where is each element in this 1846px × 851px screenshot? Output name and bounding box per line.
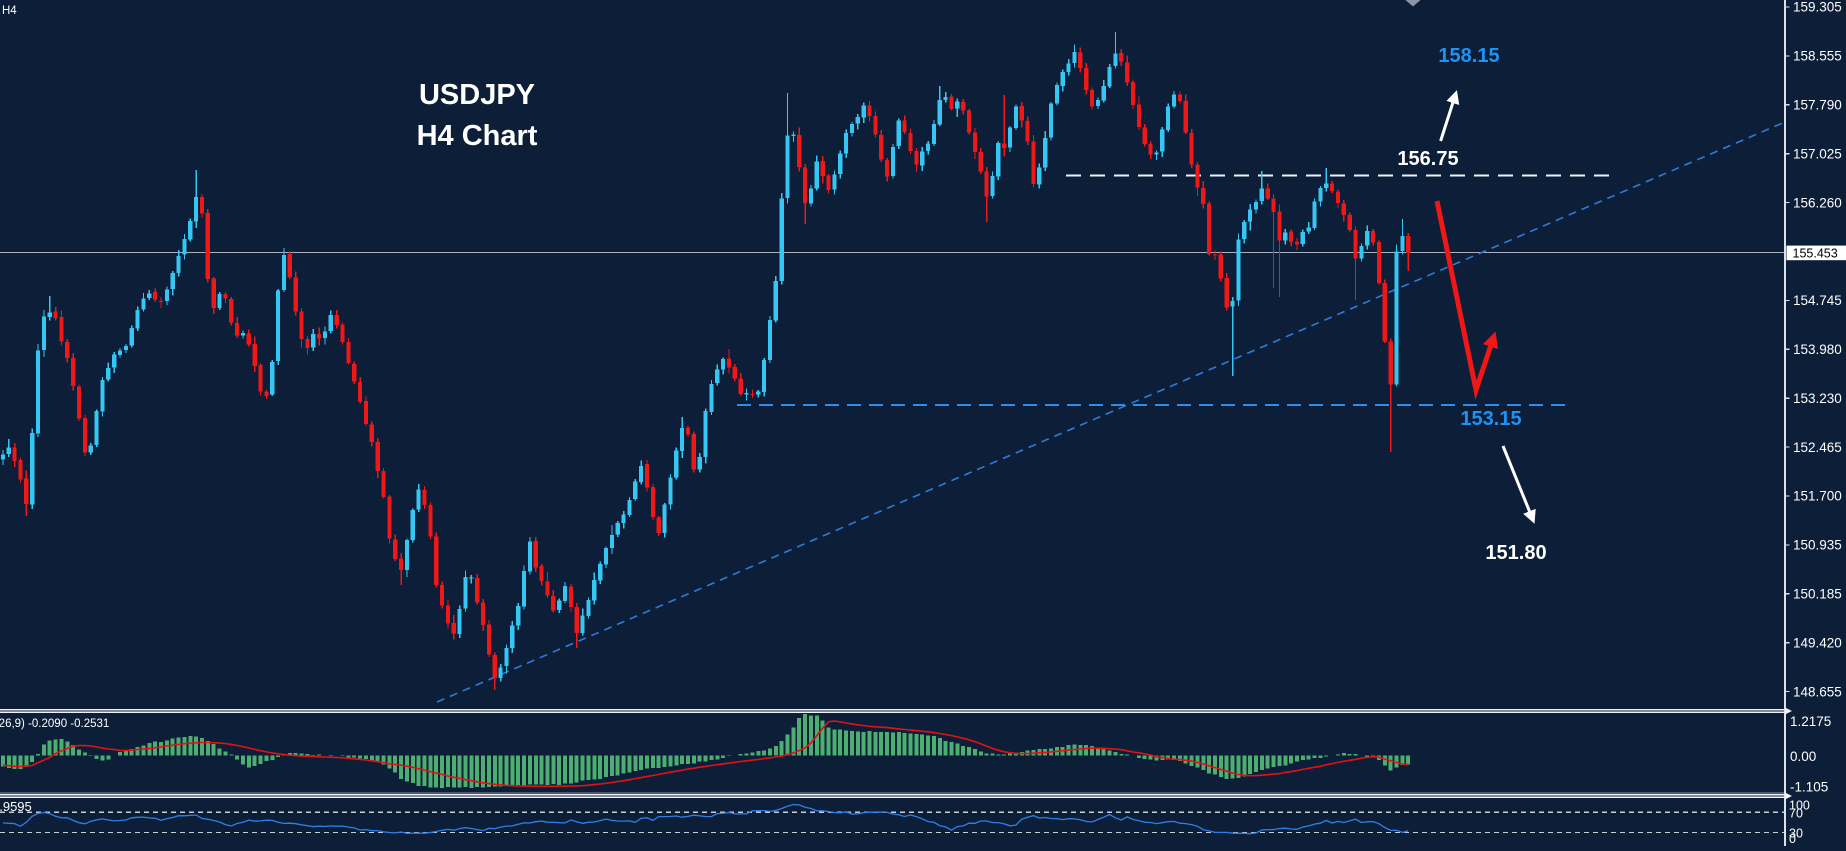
svg-text:148.655: 148.655 [1793, 684, 1842, 699]
svg-text:70: 70 [1789, 807, 1803, 821]
svg-text:149.420: 149.420 [1793, 635, 1842, 650]
svg-text:-1.105: -1.105 [1790, 779, 1828, 794]
svg-text:153.980: 153.980 [1793, 342, 1842, 357]
svg-text:156.260: 156.260 [1793, 195, 1842, 210]
svg-text:USDJPY: USDJPY [419, 79, 535, 111]
svg-text:151.700: 151.700 [1793, 489, 1842, 504]
svg-text:153.230: 153.230 [1793, 391, 1842, 406]
svg-text:0: 0 [1789, 832, 1796, 846]
svg-text:0.00: 0.00 [1790, 749, 1816, 764]
svg-text:H4: H4 [2, 5, 17, 17]
svg-text:MACD(12,26,9) -0.2090 -0.2531: MACD(12,26,9) -0.2090 -0.2531 [0, 718, 109, 730]
svg-text:H4 Chart: H4 Chart [417, 120, 538, 152]
svg-text:1.2175: 1.2175 [1790, 714, 1831, 729]
svg-text:156.75: 156.75 [1397, 148, 1458, 170]
svg-text:0.9595: 0.9595 [0, 799, 32, 814]
svg-text:158.555: 158.555 [1793, 49, 1842, 64]
svg-text:159.305: 159.305 [1793, 0, 1842, 15]
svg-text:158.15: 158.15 [1438, 45, 1499, 67]
svg-text:157.790: 157.790 [1793, 98, 1842, 113]
svg-text:153.15: 153.15 [1460, 408, 1521, 430]
svg-text:155.453: 155.453 [1793, 247, 1838, 261]
svg-text:152.465: 152.465 [1793, 440, 1842, 455]
svg-text:150.185: 150.185 [1793, 587, 1842, 602]
svg-text:150.935: 150.935 [1793, 538, 1842, 553]
svg-text:157.025: 157.025 [1793, 146, 1842, 161]
svg-text:154.745: 154.745 [1793, 293, 1842, 308]
svg-text:151.80: 151.80 [1485, 542, 1546, 564]
